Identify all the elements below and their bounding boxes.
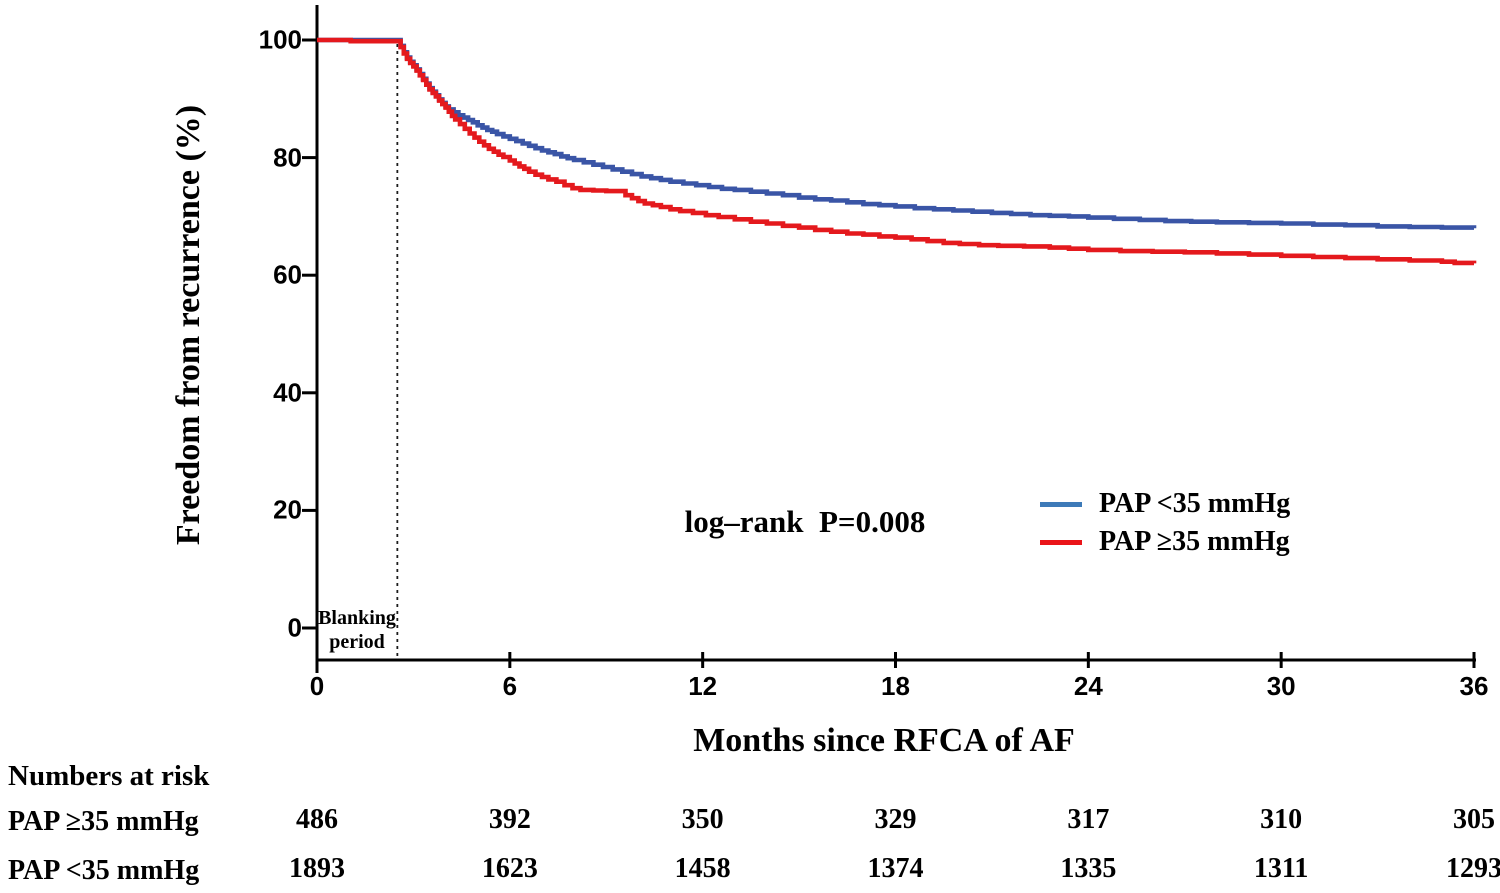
x-tick-label: 0 (309, 671, 325, 701)
legend-item-pap-lt35: PAP <35 mmHg (1040, 485, 1290, 523)
y-tick-label: 60 (273, 259, 302, 290)
risk-count-cell: 1311 (1253, 853, 1309, 884)
x-tick-label: 24 (1073, 671, 1103, 701)
x-axis-title: Months since RFCA of AF (693, 722, 1075, 759)
risk-count-cell: 1893 (289, 853, 345, 884)
blanking-period-label: Blanking period (313, 606, 401, 654)
blanking-period-line2: period (329, 631, 385, 653)
x-tick-label: 30 (1266, 671, 1296, 701)
y-tick-label: 40 (273, 377, 302, 408)
risk-count-cell: 1458 (674, 853, 731, 884)
legend: PAP <35 mmHg PAP ≥35 mmHg (1040, 485, 1290, 561)
risk-count-cell: 1335 (1060, 853, 1117, 884)
blanking-period-line1: Blanking (318, 607, 396, 629)
risk-row-label-pap-ge35: PAP ≥35 mmHg (8, 806, 199, 837)
km-curve-pap-ge35 (317, 37, 1477, 266)
risk-count-cell: 310 (1260, 804, 1303, 835)
x-tick-label: 18 (881, 671, 910, 701)
legend-label-pap-lt35: PAP <35 mmHg (1099, 488, 1291, 519)
x-tick-label: 12 (688, 671, 718, 701)
y-tick-label: 100 (258, 24, 302, 55)
log-rank-annotation: log–rank P=0.008 (684, 504, 926, 539)
risk-count-cell: 1293 (1446, 853, 1500, 884)
risk-count-cell: 1374 (867, 853, 924, 884)
risk-count-cell: 1623 (481, 853, 538, 884)
risk-count-cell: 329 (874, 804, 917, 835)
legend-item-pap-ge35: PAP ≥35 mmHg (1040, 523, 1290, 561)
risk-count-cell: 317 (1067, 804, 1110, 835)
risk-count-cell: 392 (488, 804, 531, 835)
risk-table-header: Numbers at risk (8, 760, 210, 792)
risk-count-cell: 350 (681, 804, 724, 835)
y-axis-title: Freedom from recurrence (%) (170, 104, 207, 546)
legend-line-blue-icon (1040, 501, 1082, 507)
x-tick-label: 6 (502, 671, 518, 701)
legend-label-pap-ge35: PAP ≥35 mmHg (1099, 526, 1290, 557)
x-tick-label: 36 (1459, 671, 1489, 701)
risk-row-label-pap-lt35: PAP <35 mmHg (8, 855, 200, 886)
risk-count-cell: 486 (296, 804, 338, 835)
risk-count-cell: 305 (1453, 804, 1495, 835)
y-tick-label: 80 (273, 142, 302, 173)
legend-line-red-icon (1040, 539, 1082, 545)
km-curve-pap-lt35 (317, 37, 1477, 230)
y-tick-label: 20 (273, 494, 302, 525)
y-tick-label: 0 (287, 612, 302, 643)
